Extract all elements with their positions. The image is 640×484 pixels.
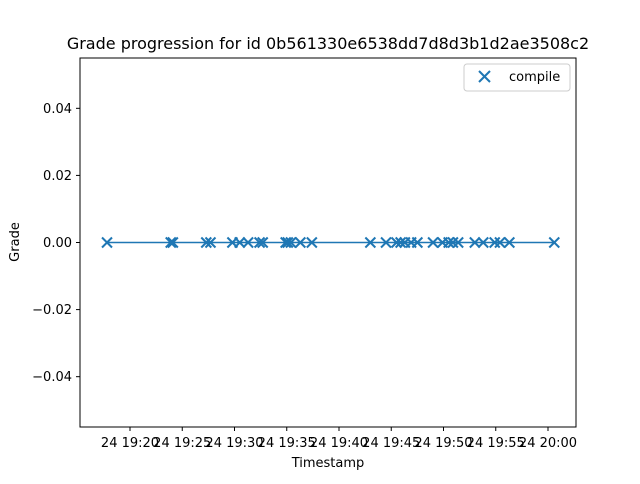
data-point xyxy=(443,236,455,249)
data-point xyxy=(488,236,501,249)
data-point xyxy=(548,236,560,249)
data-point xyxy=(503,236,516,249)
data-point xyxy=(447,236,459,249)
x-tick-label: 24 19:30 xyxy=(205,436,263,451)
legend-box xyxy=(463,63,571,92)
data-point xyxy=(167,236,179,249)
data-point xyxy=(469,236,481,249)
data-point xyxy=(279,236,292,249)
x-axis-label: Timestamp xyxy=(291,456,365,471)
x-tick-label: 24 19:40 xyxy=(310,436,368,451)
data-point xyxy=(452,236,464,249)
data-point xyxy=(394,236,407,249)
series-layer xyxy=(101,236,560,249)
y-tick-label: 0.04 xyxy=(43,102,72,117)
y-tick-label: 0.02 xyxy=(43,169,72,184)
data-point xyxy=(200,236,212,249)
y-tick-label: −0.04 xyxy=(32,370,72,385)
data-point xyxy=(282,236,294,249)
x-tick-label: 24 20:00 xyxy=(519,436,577,451)
y-axis-label: Grade xyxy=(8,222,23,262)
data-point xyxy=(390,236,403,249)
y-axis-ticks: −0.04 −0.02 0.00 0.02 0.04 xyxy=(32,102,80,385)
x-tick-label: 24 19:20 xyxy=(101,436,159,451)
plot-frame xyxy=(79,57,577,428)
data-point xyxy=(165,236,177,249)
legend-marker-icon xyxy=(478,70,491,83)
data-point xyxy=(285,236,297,249)
data-point xyxy=(494,236,506,249)
x-tick-label: 24 19:45 xyxy=(362,436,420,451)
data-point xyxy=(101,236,113,249)
data-point xyxy=(427,236,439,249)
data-point xyxy=(253,236,266,249)
legend: compile xyxy=(463,63,571,92)
x-tick-label: 24 19:55 xyxy=(467,436,525,451)
legend-label-compile: compile xyxy=(509,70,560,85)
x-tick-label: 24 19:50 xyxy=(414,436,472,451)
data-point xyxy=(204,236,217,249)
data-point xyxy=(294,236,307,249)
data-point xyxy=(364,236,377,249)
y-tick-label: 0.00 xyxy=(43,236,72,251)
x-tick-label: 24 19:35 xyxy=(258,436,316,451)
data-point xyxy=(234,236,246,249)
data-point xyxy=(306,236,318,249)
data-point xyxy=(380,236,392,249)
x-tick-label: 24 19:25 xyxy=(153,436,211,451)
y-tick-label: −0.02 xyxy=(32,303,72,318)
chart-title: Grade progression for id 0b561330e6538dd… xyxy=(67,34,589,53)
data-point xyxy=(242,236,254,249)
data-point xyxy=(257,236,269,249)
data-point xyxy=(477,236,489,249)
data-point xyxy=(411,236,424,249)
